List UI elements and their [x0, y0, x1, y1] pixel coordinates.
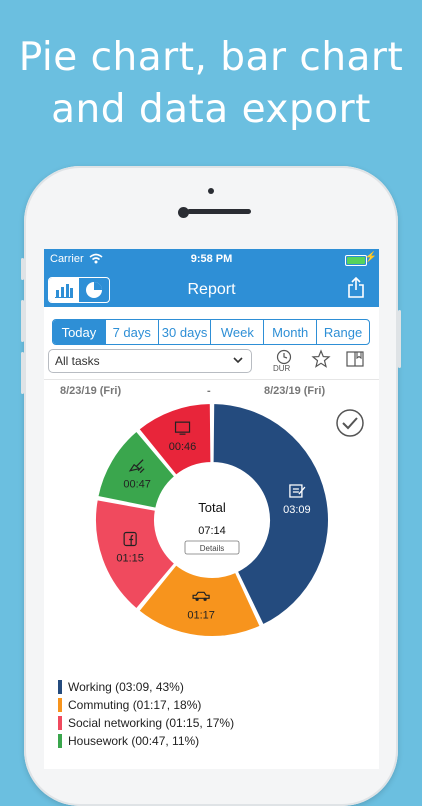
donut-chart: 03:09 01:17 01:15 00:47 00:46 Total 07:14 Detai…	[94, 401, 330, 638]
legend-swatch	[58, 698, 62, 712]
tab-today[interactable]: Today	[53, 320, 106, 344]
task-filter-value: All tasks	[55, 354, 100, 368]
legend-label: Working (03:09, 43%)	[68, 680, 184, 694]
app-screen: Carrier 9:58 PM ⚡	[44, 249, 379, 769]
book-icon	[345, 351, 365, 373]
notes-button[interactable]	[345, 349, 365, 374]
tab-week[interactable]: Week	[211, 320, 265, 344]
tab-7-days[interactable]: 7 days	[106, 320, 159, 344]
carrier-label: Carrier	[50, 253, 84, 265]
earpiece-speaker	[187, 209, 251, 214]
date-separator: -	[207, 385, 211, 397]
front-camera	[178, 207, 189, 218]
slice-label: 00:47	[123, 479, 151, 491]
end-date: 8/23/19 (Fri)	[264, 385, 326, 397]
nav-bar: Report	[44, 269, 379, 307]
legend-swatch	[58, 734, 62, 748]
volume-up-button	[21, 300, 24, 342]
share-icon[interactable]	[347, 276, 365, 304]
headline-line-2: and data export	[51, 87, 371, 132]
slice-label: 01:17	[187, 609, 215, 621]
legend-item: Social networking (01:15, 17%)	[58, 714, 368, 732]
legend-label: Commuting (01:17, 18%)	[68, 698, 202, 712]
status-bar: Carrier 9:58 PM ⚡	[44, 249, 379, 269]
headline-line-1: Pie chart, bar chart	[18, 35, 404, 80]
slice-label: 01:15	[116, 552, 144, 564]
mute-switch	[21, 258, 24, 280]
slice-label: 00:46	[169, 441, 197, 453]
pie-chart-icon[interactable]	[79, 278, 109, 302]
legend-item: Housework (00:47, 11%)	[58, 732, 368, 750]
chart-type-toggle[interactable]	[48, 277, 110, 303]
tab-range[interactable]: Range	[323, 324, 363, 340]
promo-headline: Pie chart, bar chart and data export	[0, 32, 422, 136]
cleaning-icon	[128, 459, 145, 474]
legend-item: Commuting (01:17, 18%)	[58, 696, 368, 714]
car-icon	[192, 591, 210, 601]
front-sensor	[208, 188, 214, 194]
start-date: 8/23/19 (Fri)	[60, 385, 122, 397]
edit-icon	[289, 484, 306, 498]
star-icon	[311, 349, 331, 373]
pie-slice[interactable]	[136, 401, 213, 478]
chevron-down-icon	[231, 352, 245, 371]
task-filter-select[interactable]: All tasks	[48, 349, 252, 373]
tv-icon	[174, 421, 191, 435]
chart-legend: Working (03:09, 43%) Commuting (01:17, 18…	[58, 678, 368, 750]
period-tabs: Today 7 days 30 days Week Month Range	[52, 319, 370, 345]
volume-down-button	[21, 352, 24, 394]
battery-icon	[345, 255, 367, 266]
legend-label: Social networking (01:15, 17%)	[68, 716, 235, 730]
legend-swatch	[58, 716, 62, 730]
power-button	[398, 310, 401, 368]
tab-month[interactable]: Month	[264, 320, 318, 344]
facebook-icon	[123, 531, 137, 547]
bar-chart-icon[interactable]	[49, 278, 79, 302]
select-checkmark-button[interactable]	[335, 408, 365, 443]
pie-slice[interactable]	[94, 498, 177, 611]
checkmark-icon	[335, 409, 365, 442]
legend-swatch	[58, 680, 62, 694]
favorite-button[interactable]	[311, 349, 331, 374]
legend-label: Housework (00:47, 11%)	[68, 734, 200, 748]
date-range-bar: 8/23/19 (Fri) - 8/23/19 (Fri)	[44, 379, 379, 398]
details-button-label: Details	[200, 544, 224, 553]
total-value: 07:14	[198, 525, 226, 537]
wifi-icon	[89, 253, 103, 267]
status-time: 9:58 PM	[190, 253, 233, 265]
page-title: Report	[187, 281, 236, 298]
clock-icon	[276, 349, 292, 369]
pie-slice[interactable]	[136, 562, 263, 638]
tab-30-days[interactable]: 30 days	[159, 320, 212, 344]
filter-row: All tasks DUR	[48, 349, 375, 377]
charging-icon: ⚡	[364, 252, 377, 263]
duration-sort-button[interactable]	[276, 349, 292, 370]
details-button[interactable]	[184, 540, 240, 555]
dur-label: DUR	[273, 364, 291, 373]
legend-item: Working (03:09, 43%)	[58, 678, 368, 696]
pie-slice[interactable]	[211, 401, 330, 627]
total-label: Total	[198, 500, 226, 515]
slice-label: 03:09	[283, 504, 311, 516]
